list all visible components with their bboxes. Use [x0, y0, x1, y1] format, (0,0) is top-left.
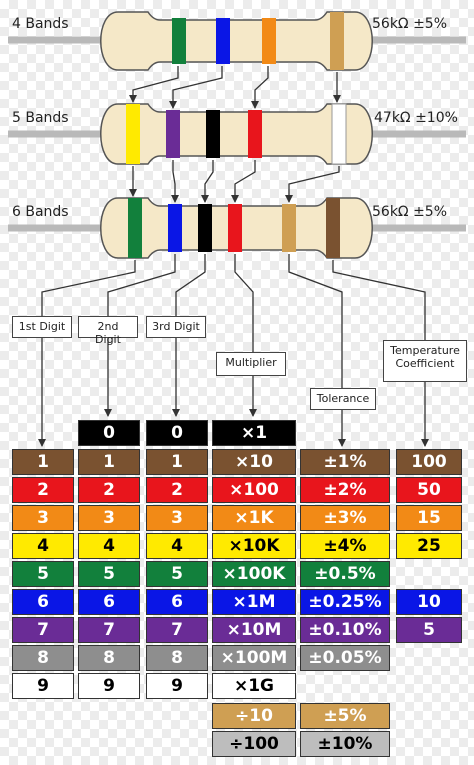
category-third-digit: 3rd Digit	[146, 316, 206, 338]
digit3-cell-red: 2	[146, 477, 208, 503]
digit1-cell-gray: 8	[12, 645, 74, 671]
label-5-bands: 5 Bands	[12, 110, 69, 126]
tempcoef-cell-orange: 15	[396, 505, 462, 531]
digit3-cell-green: 5	[146, 561, 208, 587]
tolerance-cell-green: ±0.5%	[300, 561, 390, 587]
digit2-cell-orange: 3	[78, 505, 140, 531]
tolerance-cell-gray: ±0.05%	[300, 645, 390, 671]
band-blue	[216, 18, 230, 64]
digit1-cell-orange: 3	[12, 505, 74, 531]
tolerance-cell-blue: ±0.25%	[300, 589, 390, 615]
digit1-cell-white: 9	[12, 673, 74, 699]
multiplier-cell-violet: ×10M	[212, 617, 296, 643]
resistor-6-bands	[8, 197, 466, 259]
digit2-cell-yellow: 4	[78, 533, 140, 559]
band-red	[228, 204, 242, 252]
multiplier-cell-green: ×100K	[212, 561, 296, 587]
band-gold	[282, 204, 296, 252]
label-4-bands: 4 Bands	[12, 16, 69, 32]
tolerance-cell-yellow: ±4%	[300, 533, 390, 559]
category-first-digit: 1st Digit	[12, 316, 72, 338]
digit3-cell-yellow: 4	[146, 533, 208, 559]
band-orange	[262, 18, 276, 64]
multiplier-cell-white: ×1G	[212, 673, 296, 699]
digit1-cell-red: 2	[12, 477, 74, 503]
connector-arrows-3	[41, 254, 426, 388]
temp-coef-line1: Temperature	[390, 344, 460, 357]
digit1-cell-blue: 6	[12, 589, 74, 615]
digit3-cell-brown: 1	[146, 449, 208, 475]
value-5-bands: 47kΩ ±10%	[374, 110, 458, 126]
multiplier-cell-yellow: ×10K	[212, 533, 296, 559]
digit1-cell-violet: 7	[12, 617, 74, 643]
digit2-cell-white: 9	[78, 673, 140, 699]
tempcoef-cell-red: 50	[396, 477, 462, 503]
tempcoef-cell-brown: 100	[396, 449, 462, 475]
connector-arrows-4	[38, 338, 429, 447]
band-black	[206, 110, 220, 158]
digit3-cell-black: 0	[146, 420, 208, 446]
multiplier-cell-red: ×100	[212, 477, 296, 503]
digit3-cell-violet: 7	[146, 617, 208, 643]
band-red	[248, 110, 262, 158]
tolerance-cell-silver: ±10%	[300, 731, 390, 757]
tempcoef-cell-blue: 10	[396, 589, 462, 615]
resistor-4-bands	[8, 11, 466, 71]
digit2-cell-violet: 7	[78, 617, 140, 643]
category-tolerance: Tolerance	[310, 388, 376, 410]
value-6-bands: 56kΩ ±5%	[372, 204, 448, 220]
multiplier-cell-black: ×1	[212, 420, 296, 446]
digit3-cell-gray: 8	[146, 645, 208, 671]
digit3-cell-blue: 6	[146, 589, 208, 615]
digit3-cell-orange: 3	[146, 505, 208, 531]
digit1-cell-green: 5	[12, 561, 74, 587]
tempcoef-cell-violet: 5	[396, 617, 462, 643]
digit2-cell-red: 2	[78, 477, 140, 503]
digit1-cell-yellow: 4	[12, 533, 74, 559]
band-silver	[331, 103, 347, 165]
tolerance-cell-orange: ±3%	[300, 505, 390, 531]
tolerance-cell-red: ±2%	[300, 477, 390, 503]
category-second-digit: 2nd Digit	[78, 316, 138, 346]
band-green	[172, 18, 186, 64]
connector-arrows-1	[129, 66, 341, 109]
tempcoef-cell-yellow: 25	[396, 533, 462, 559]
multiplier-cell-orange: ×1K	[212, 505, 296, 531]
band-violet	[166, 110, 180, 158]
tolerance-cell-brown: ±1%	[300, 449, 390, 475]
band-black	[198, 204, 212, 252]
band-yellow	[126, 104, 140, 164]
digit2-cell-gray: 8	[78, 645, 140, 671]
multiplier-cell-blue: ×1M	[212, 589, 296, 615]
band-gold	[330, 12, 344, 70]
multiplier-cell-gray: ×100M	[212, 645, 296, 671]
multiplier-cell-silver: ÷100	[212, 731, 296, 757]
tolerance-cell-violet: ±0.10%	[300, 617, 390, 643]
digit1-cell-brown: 1	[12, 449, 74, 475]
resistor-5-bands	[8, 103, 466, 165]
category-multiplier: Multiplier	[216, 352, 286, 376]
band-brown	[326, 198, 340, 258]
digit2-cell-green: 5	[78, 561, 140, 587]
digit2-cell-black: 0	[78, 420, 140, 446]
digit3-cell-white: 9	[146, 673, 208, 699]
multiplier-cell-gold: ÷10	[212, 703, 296, 729]
tolerance-cell-gold: ±5%	[300, 703, 390, 729]
label-6-bands: 6 Bands	[12, 204, 69, 220]
band-green	[128, 198, 142, 258]
category-temperature-coefficient: Temperature Coefficient	[383, 340, 467, 382]
value-4-bands: 56kΩ ±5%	[372, 16, 448, 32]
digit2-cell-blue: 6	[78, 589, 140, 615]
multiplier-cell-brown: ×10	[212, 449, 296, 475]
temp-coef-line2: Coefficient	[395, 357, 455, 370]
digit2-cell-brown: 1	[78, 449, 140, 475]
connector-arrows-2	[129, 160, 340, 203]
band-blue	[168, 204, 182, 252]
